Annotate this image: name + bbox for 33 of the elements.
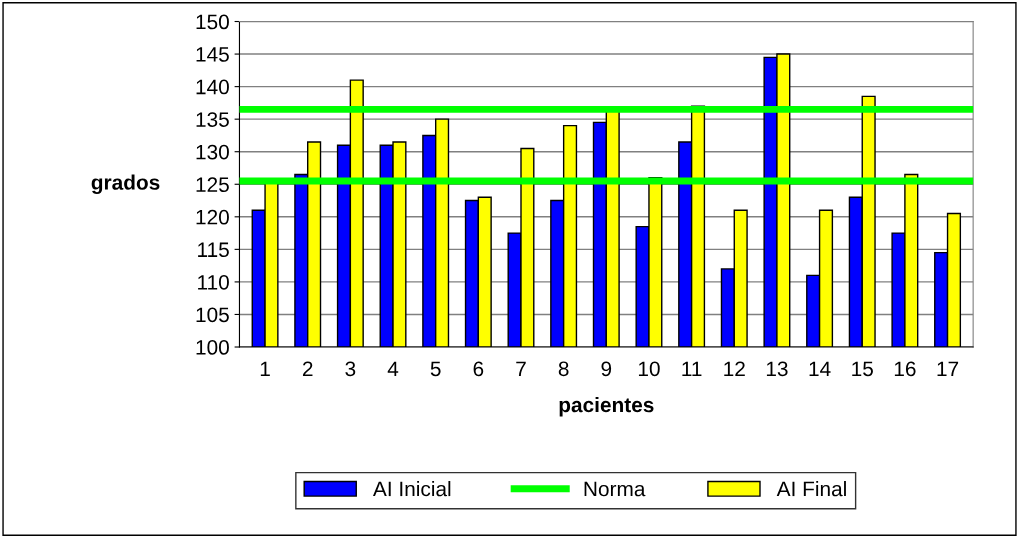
legend-label: AI Inicial [372, 481, 451, 497]
y-tick-label: 140 [196, 79, 229, 95]
y-tick-label: 110 [198, 274, 229, 290]
y-tick-label: 105 [196, 307, 229, 323]
x-tick-label: 1 [260, 361, 270, 376]
x-tick-label: 7 [516, 361, 526, 376]
legend-label: AI Final [776, 481, 846, 497]
x-axis-title: pacientes [559, 396, 654, 417]
x-tick-label: 5 [430, 361, 441, 377]
x-tick-label: 9 [601, 361, 612, 377]
legend-label: Norma [584, 481, 646, 497]
x-tick-label: 12 [724, 361, 745, 376]
x-tick-label: 16 [894, 361, 916, 377]
x-tick-label: 14 [809, 361, 831, 376]
y-tick-label: 135 [196, 112, 229, 127]
x-tick-label: 17 [937, 361, 959, 376]
x-tick-label: 11 [682, 361, 702, 376]
x-tick-label: 6 [473, 361, 484, 377]
x-tick-label: 8 [558, 361, 569, 377]
x-tick-label: 4 [387, 361, 399, 376]
y-tick-label: 150 [196, 14, 229, 30]
y-axis-title: grados [91, 174, 160, 195]
x-tick-label: 3 [345, 361, 356, 377]
y-tick-label: 125 [196, 177, 229, 193]
x-tick-label: 13 [766, 361, 788, 377]
y-tick-label: 115 [198, 242, 229, 258]
x-tick-label: 10 [638, 361, 660, 377]
x-tick-label: 15 [852, 361, 873, 377]
y-tick-label: 130 [196, 144, 229, 160]
x-tick-label: 2 [302, 361, 313, 376]
y-tick-label: 145 [196, 47, 229, 62]
y-tick-label: 100 [196, 340, 229, 355]
y-tick-label: 120 [196, 209, 229, 225]
